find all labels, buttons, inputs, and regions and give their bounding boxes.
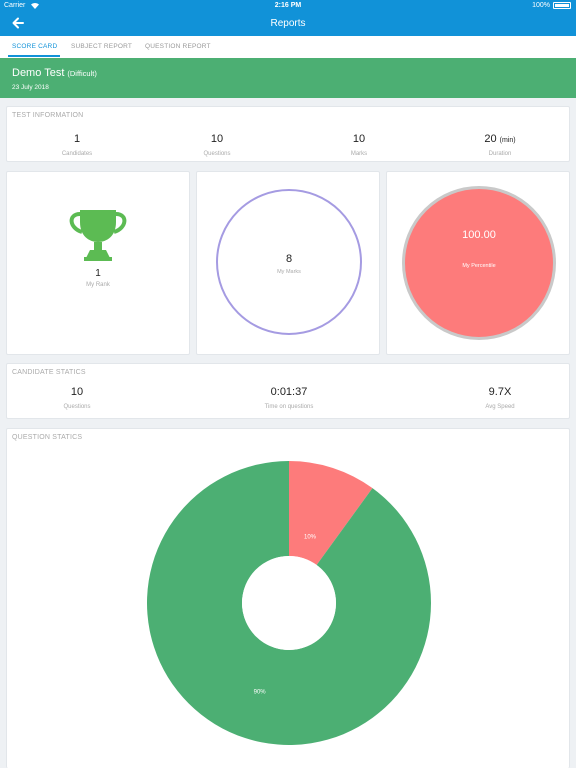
rank-label: My Rank — [86, 282, 110, 288]
page-title: Reports — [270, 18, 306, 29]
status-bar: Carrier 2:16 PM 100% — [0, 0, 576, 12]
rank-card: 1 My Rank — [6, 171, 190, 355]
carrier-label: Carrier — [4, 2, 26, 9]
back-arrow-icon[interactable] — [10, 15, 26, 31]
nav-bar: Reports — [0, 12, 576, 36]
stat-marks: 10 Marks — [350, 133, 368, 157]
stat-duration: 20 (min) Duration — [484, 133, 516, 157]
stat-questions: 10 Questions — [203, 133, 231, 157]
test-date: 23 July 2018 — [12, 84, 49, 91]
question-statics-chart: 10%0%90% — [146, 461, 431, 745]
stat-candidates: 1 Candidates — [61, 133, 93, 157]
battery-percent: 100% — [532, 2, 550, 9]
percentile-label: My Percentile — [462, 263, 496, 269]
wifi-icon — [31, 2, 39, 9]
chart-slice-label-2: 90% — [254, 689, 267, 695]
test-name: Demo Test (Difficult) — [12, 67, 97, 79]
donut-hole — [242, 556, 336, 650]
tab-question-report[interactable]: QUESTION REPORT — [145, 43, 211, 50]
percentile-circle: 100.00 My Percentile — [402, 186, 556, 340]
status-time: 2:16 PM — [274, 2, 302, 9]
percentile-value: 100.00 — [462, 229, 496, 241]
stat-candidate-questions: 10 Questions — [63, 386, 91, 410]
my-marks-card: 8 My Marks — [196, 171, 380, 355]
battery-icon — [553, 2, 571, 9]
tab-score-card[interactable]: SCORE CARD — [12, 43, 58, 50]
rank-value: 1 — [95, 268, 101, 279]
marks-ring: 8 My Marks — [216, 189, 362, 335]
active-tab-indicator — [8, 55, 60, 57]
chart-slice-2 — [146, 461, 431, 745]
marks-label: My Marks — [277, 269, 301, 275]
stat-time-on-questions: 0:01:37 Time on questions — [264, 386, 314, 410]
section-title: CANDIDATE STATICS — [12, 369, 86, 376]
section-title: QUESTION STATICS — [12, 434, 83, 441]
test-difficulty: (Difficult) — [67, 69, 97, 78]
test-banner: Demo Test (Difficult) 23 July 2018 — [0, 58, 576, 98]
trophy-icon — [69, 210, 127, 261]
percentile-card: 100.00 My Percentile — [386, 171, 570, 355]
stat-avg-speed: 9.7X Avg Speed — [485, 386, 515, 410]
marks-value: 8 — [285, 253, 293, 265]
section-title: TEST INFORMATION — [12, 112, 84, 119]
chart-slice-0 — [289, 461, 373, 565]
test-information-card: TEST INFORMATION 1 Candidates 10 Questio… — [6, 106, 570, 162]
candidate-statics-card: CANDIDATE STATICS 10 Questions 0:01:37 T… — [6, 363, 570, 419]
tab-bar: SCORE CARD SUBJECT REPORT QUESTION REPOR… — [0, 36, 576, 58]
chart-slice-label-0: 10% — [304, 534, 317, 540]
tab-subject-report[interactable]: SUBJECT REPORT — [71, 43, 133, 50]
